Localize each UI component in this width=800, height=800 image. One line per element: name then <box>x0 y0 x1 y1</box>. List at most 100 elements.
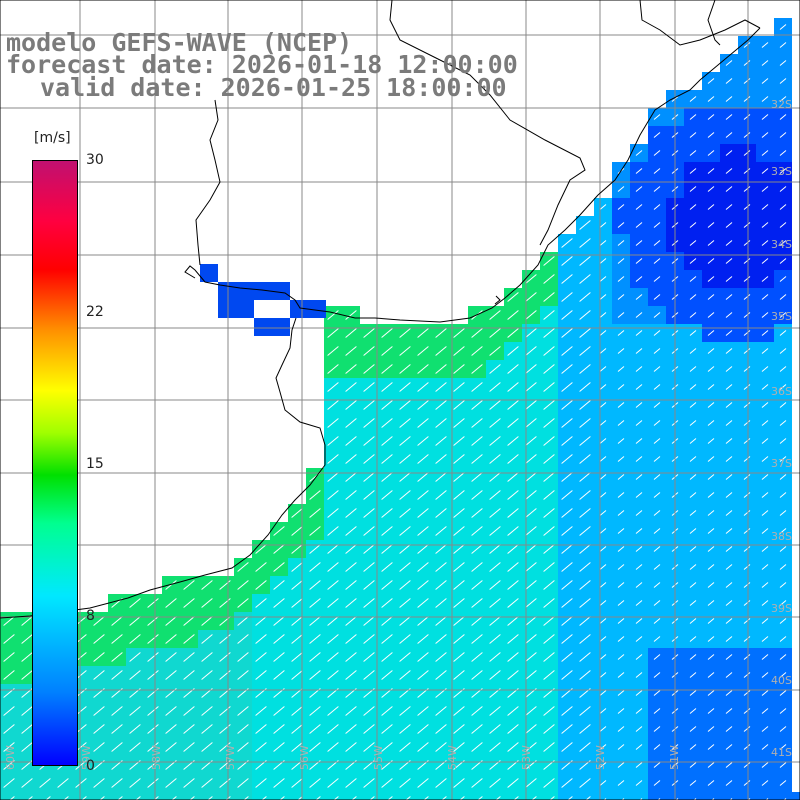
wind-arrow <box>417 598 429 608</box>
wind-arrow <box>761 276 769 282</box>
longitude-labels: 60W 59W 58W 57W 56W 55W 54W 53W 52W 51W <box>4 745 681 770</box>
wind-arrow <box>381 670 393 680</box>
wind-arrow <box>399 400 411 410</box>
wind-arrow <box>345 418 357 428</box>
wind-arrow <box>273 616 285 626</box>
wind-arrow <box>525 634 537 644</box>
wind-arrow <box>653 600 661 606</box>
wind-arrow <box>761 636 769 642</box>
wind-arrow <box>417 652 429 662</box>
wind-arrow <box>165 598 177 608</box>
wind-arrow <box>743 348 751 354</box>
wind-arrow <box>761 366 769 372</box>
wind-arrow <box>363 346 375 356</box>
wind-arrow <box>507 724 519 734</box>
wind-arrow <box>255 598 267 608</box>
wind-cell <box>612 792 630 800</box>
wind-arrow <box>689 708 697 714</box>
wind-arrow <box>725 384 733 390</box>
wind-arrow <box>255 544 267 554</box>
wind-arrow <box>399 364 411 374</box>
wind-arrow <box>507 436 519 446</box>
wind-arrow <box>507 364 519 374</box>
wind-arrow <box>363 508 375 518</box>
wind-arrow <box>507 670 519 680</box>
wind-arrow <box>599 780 607 786</box>
wind-arrow <box>635 222 643 228</box>
wind-cell <box>468 792 486 800</box>
wind-arrow <box>599 690 607 696</box>
wind-arrow <box>579 742 591 752</box>
wind-arrow <box>743 150 751 156</box>
wind-arrow <box>579 256 591 266</box>
wind-arrow <box>363 490 375 500</box>
wind-arrow <box>761 168 769 174</box>
wind-arrow <box>381 616 393 626</box>
wind-arrow <box>381 580 393 590</box>
wind-arrow <box>561 652 573 662</box>
latitude-label: 33S <box>771 165 792 178</box>
wind-arrow <box>725 582 733 588</box>
wind-arrow <box>399 490 411 500</box>
wind-arrow <box>707 492 715 498</box>
wind-arrow <box>747 798 751 800</box>
wind-arrow <box>561 580 573 590</box>
wind-arrow <box>435 382 447 392</box>
wind-arrow <box>525 778 537 788</box>
wind-arrow <box>779 312 787 318</box>
latitude-label: 36S <box>771 385 792 398</box>
wind-arrow <box>761 438 769 444</box>
wind-arrow <box>599 348 607 354</box>
wind-arrow <box>689 168 697 174</box>
wind-arrow <box>689 726 697 732</box>
wind-arrow <box>725 510 733 516</box>
wind-arrow <box>453 508 465 518</box>
wind-cell <box>36 792 54 800</box>
wind-arrow <box>309 580 321 590</box>
wind-arrow <box>453 328 465 338</box>
longitude-label: 59W <box>80 745 93 770</box>
wind-arrow <box>453 382 465 392</box>
coastline-argentina <box>0 317 326 619</box>
wind-arrow <box>489 544 501 554</box>
wind-arrow <box>725 78 733 84</box>
wind-arrow <box>507 778 519 788</box>
wind-arrow <box>579 670 591 680</box>
wind-arrow <box>635 330 643 336</box>
wind-arrow <box>783 798 787 800</box>
wind-arrow <box>399 472 411 482</box>
wind-arrow <box>291 562 303 572</box>
wind-arrow <box>273 706 285 716</box>
wind-arrow <box>507 418 519 428</box>
wind-arrow <box>255 616 267 626</box>
wind-arrow <box>617 312 625 318</box>
wind-arrow <box>707 420 715 426</box>
wind-arrow <box>653 348 661 354</box>
wind-arrow <box>621 798 625 800</box>
wind-arrow <box>363 436 375 446</box>
wind-arrow <box>707 762 715 768</box>
wind-arrow <box>129 634 141 644</box>
wind-arrow <box>273 652 285 662</box>
wind-cell <box>306 792 324 800</box>
wind-arrow <box>579 418 591 428</box>
wind-arrow <box>761 492 769 498</box>
wind-arrow <box>525 724 537 734</box>
wind-arrow <box>689 150 697 156</box>
colorbar-label-8: 8 <box>86 608 95 624</box>
wind-arrow <box>689 762 697 768</box>
wind-arrow <box>453 400 465 410</box>
wind-arrow <box>489 328 501 338</box>
wind-arrow <box>543 580 555 590</box>
wind-arrow <box>743 330 751 336</box>
wind-arrow <box>779 762 787 768</box>
wind-arrow <box>579 310 591 320</box>
wind-arrow <box>779 186 787 192</box>
wind-arrow <box>363 526 375 536</box>
wind-arrow <box>579 598 591 608</box>
wind-arrow <box>707 312 715 318</box>
wind-cell <box>288 792 306 800</box>
wind-arrow <box>309 670 321 680</box>
wind-arrow <box>453 724 465 734</box>
wind-arrow <box>471 472 483 482</box>
